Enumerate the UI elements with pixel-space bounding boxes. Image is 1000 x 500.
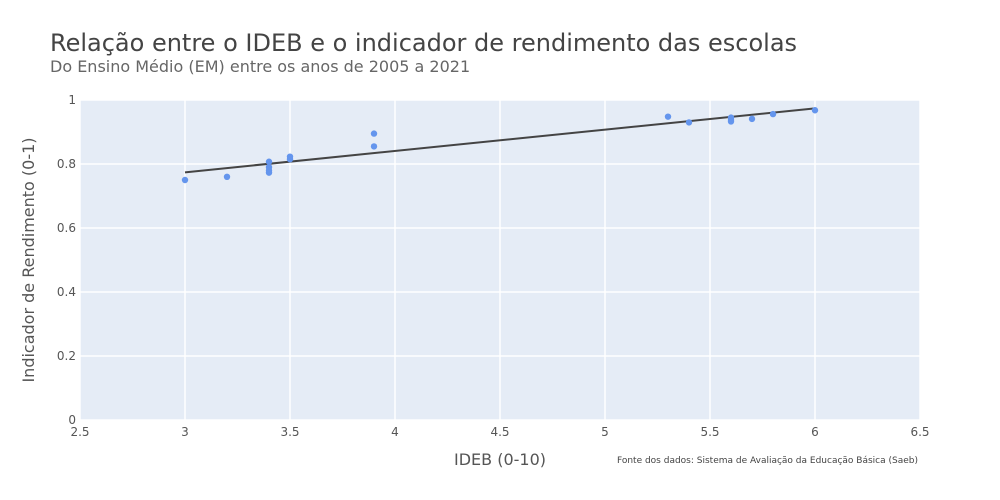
chart-subtitle: Do Ensino Médio (EM) entre os anos de 20… [50, 57, 470, 76]
scatter-point [665, 113, 671, 119]
x-tick-label: 2.5 [70, 425, 89, 439]
chart-title: Relação entre o IDEB e o indicador de re… [50, 29, 797, 57]
x-tick-label: 5.5 [700, 425, 719, 439]
y-tick-label: 0.8 [57, 157, 76, 171]
scatter-point [770, 111, 776, 117]
y-tick-label: 1 [68, 93, 76, 107]
y-axis-ticks: 0 0.2 0.4 0.6 0.8 1 [57, 93, 76, 427]
y-tick-label: 0.6 [57, 221, 76, 235]
x-tick-label: 6.5 [910, 425, 929, 439]
x-tick-label: 4 [391, 425, 399, 439]
scatter-point [371, 130, 377, 136]
scatter-point [749, 116, 755, 122]
x-tick-label: 3 [181, 425, 189, 439]
x-tick-label: 3.5 [280, 425, 299, 439]
y-tick-label: 0.2 [57, 349, 76, 363]
scatter-point [686, 119, 692, 125]
x-tick-label: 4.5 [490, 425, 509, 439]
scatter-point [812, 107, 818, 113]
source-note: Fonte dos dados: Sistema de Avaliação da… [617, 456, 918, 466]
scatter-point [371, 143, 377, 149]
x-tick-label: 5 [601, 425, 609, 439]
x-tick-label: 6 [811, 425, 819, 439]
scatter-point [224, 174, 230, 180]
scatter-point [182, 177, 188, 183]
y-axis-label: Indicador de Rendimento (0-1) [19, 137, 38, 382]
scatter-point [287, 156, 293, 162]
scatter-point [266, 169, 272, 175]
y-tick-label: 0.4 [57, 285, 76, 299]
y-tick-label: 0 [68, 413, 76, 427]
x-axis-ticks: 2.5 3 3.5 4 4.5 5 5.5 6 6.5 [70, 425, 929, 439]
scatter-point [728, 118, 734, 124]
x-axis-label: IDEB (0-10) [454, 450, 546, 469]
